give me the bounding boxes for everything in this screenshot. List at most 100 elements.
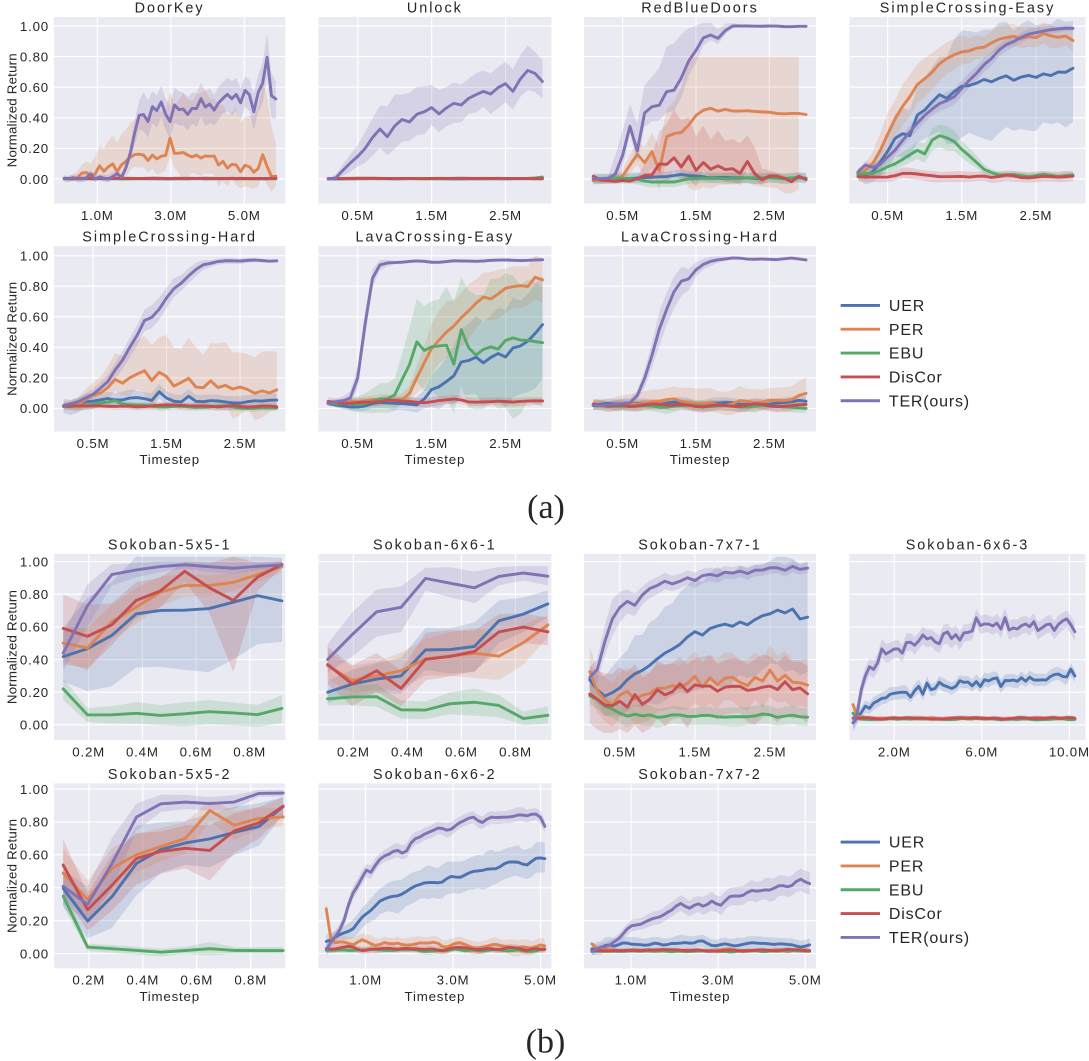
svg-text:2.5M: 2.5M [1020,208,1053,223]
svg-text:1.5M: 1.5M [150,436,183,451]
svg-text:1.5M: 1.5M [945,208,978,223]
svg-text:0.5M: 0.5M [603,744,636,759]
svg-text:1.00: 1.00 [20,249,49,264]
svg-text:0.20: 0.20 [20,685,49,700]
svg-text:1.5M: 1.5M [680,436,713,451]
svg-text:0.40: 0.40 [20,652,49,667]
svg-text:Timestep: Timestep [670,452,731,467]
svg-text:0.5M: 0.5M [341,208,374,223]
svg-text:0.80: 0.80 [20,49,49,64]
svg-text:1.00: 1.00 [20,19,49,34]
svg-text:0.80: 0.80 [20,815,49,830]
svg-text:SimpleCrossing-Hard: SimpleCrossing-Hard [82,230,257,246]
svg-text:0.40: 0.40 [20,881,49,896]
svg-text:DisCor: DisCor [889,370,943,387]
svg-text:LavaCrossing-Hard: LavaCrossing-Hard [621,230,779,246]
svg-text:2.5M: 2.5M [753,436,786,451]
svg-text:2.5M: 2.5M [489,208,522,223]
svg-text:0.6M: 0.6M [445,744,478,759]
svg-text:Normalized Return: Normalized Return [4,53,19,167]
svg-text:0.20: 0.20 [20,141,49,156]
svg-text:DisCor: DisCor [889,906,943,923]
svg-text:1.00: 1.00 [20,554,49,569]
svg-text:Normalized Return: Normalized Return [4,590,19,704]
svg-text:2.5M: 2.5M [224,436,257,451]
svg-text:1.5M: 1.5M [679,744,712,759]
svg-text:5.0M: 5.0M [524,973,557,988]
svg-text:LavaCrossing-Easy: LavaCrossing-Easy [355,230,514,246]
svg-text:2.0M: 2.0M [878,744,911,759]
svg-text:1.0M: 1.0M [349,973,382,988]
svg-text:Sokoban-6x6-3: Sokoban-6x6-3 [906,538,1030,554]
svg-text:2.5M: 2.5M [754,744,787,759]
svg-text:0.00: 0.00 [20,401,49,416]
svg-text:Sokoban-6x6-2: Sokoban-6x6-2 [373,767,497,783]
svg-text:0.5M: 0.5M [871,208,904,223]
svg-text:Sokoban-6x6-1: Sokoban-6x6-1 [373,538,497,554]
svg-text:0.60: 0.60 [20,310,49,325]
svg-text:0.2M: 0.2M [72,744,105,759]
svg-text:SimpleCrossing-Easy: SimpleCrossing-Easy [880,1,1056,17]
svg-text:0.20: 0.20 [20,371,49,386]
svg-text:1.5M: 1.5M [415,208,448,223]
svg-text:0.4M: 0.4M [391,744,424,759]
svg-text:0.8M: 0.8M [233,744,266,759]
svg-text:10.0M: 10.0M [1049,744,1089,759]
svg-text:0.4M: 0.4M [126,744,159,759]
svg-text:0.60: 0.60 [20,848,49,863]
svg-text:RedBlueDoors: RedBlueDoors [641,1,759,17]
svg-text:3.0M: 3.0M [702,973,735,988]
svg-text:1.0M: 1.0M [81,208,114,223]
svg-text:5.0M: 5.0M [228,208,261,223]
svg-text:Sokoban-7x7-1: Sokoban-7x7-1 [638,538,762,554]
svg-text:3.0M: 3.0M [437,973,470,988]
svg-text:0.40: 0.40 [20,111,49,126]
svg-text:0.4M: 0.4M [126,973,159,988]
svg-text:1.5M: 1.5M [680,208,713,223]
svg-text:0.8M: 0.8M [499,744,532,759]
svg-text:Normalized Return: Normalized Return [4,819,19,933]
svg-text:UER: UER [889,298,925,315]
svg-text:0.60: 0.60 [20,620,49,635]
svg-text:6.0M: 6.0M [965,744,998,759]
svg-text:PER: PER [889,859,924,876]
svg-text:0.5M: 0.5M [606,436,639,451]
svg-text:TER(ours): TER(ours) [889,930,970,947]
svg-text:0.2M: 0.2M [337,744,370,759]
svg-text:EBU: EBU [889,346,924,363]
svg-text:1.0M: 1.0M [615,973,648,988]
svg-text:1.5M: 1.5M [415,436,448,451]
svg-text:0.60: 0.60 [20,80,49,95]
svg-text:Sokoban-5x5-2: Sokoban-5x5-2 [108,767,232,783]
svg-text:0.2M: 0.2M [72,973,105,988]
svg-text:Sokoban-7x7-2: Sokoban-7x7-2 [638,767,762,783]
svg-text:0.20: 0.20 [20,914,49,929]
svg-text:0.6M: 0.6M [180,973,213,988]
svg-text:5.0M: 5.0M [789,973,822,988]
svg-text:0.5M: 0.5M [341,436,374,451]
svg-text:0.00: 0.00 [20,718,49,733]
svg-text:DoorKey: DoorKey [135,1,205,17]
svg-text:Unlock: Unlock [407,1,463,17]
svg-text:(a): (a) [527,489,565,526]
svg-text:3.0M: 3.0M [154,208,187,223]
svg-text:0.80: 0.80 [20,587,49,602]
svg-text:TER(ours): TER(ours) [889,393,970,410]
svg-text:0.00: 0.00 [20,946,49,961]
svg-text:Sokoban-5x5-1: Sokoban-5x5-1 [108,538,232,554]
svg-text:EBU: EBU [889,882,924,899]
svg-text:Timestep: Timestep [139,452,200,467]
svg-text:UER: UER [889,835,925,852]
svg-text:PER: PER [889,322,924,339]
svg-text:0.40: 0.40 [20,340,49,355]
svg-text:Normalized Return: Normalized Return [4,282,19,396]
svg-text:1.00: 1.00 [20,782,49,797]
svg-text:0.80: 0.80 [20,279,49,294]
svg-text:0.6M: 0.6M [180,744,213,759]
svg-text:0.8M: 0.8M [234,973,267,988]
svg-text:2.5M: 2.5M [753,208,786,223]
svg-text:0.5M: 0.5M [606,208,639,223]
svg-text:(b): (b) [526,1024,566,1061]
svg-text:0.5M: 0.5M [77,436,110,451]
svg-text:2.5M: 2.5M [489,436,522,451]
